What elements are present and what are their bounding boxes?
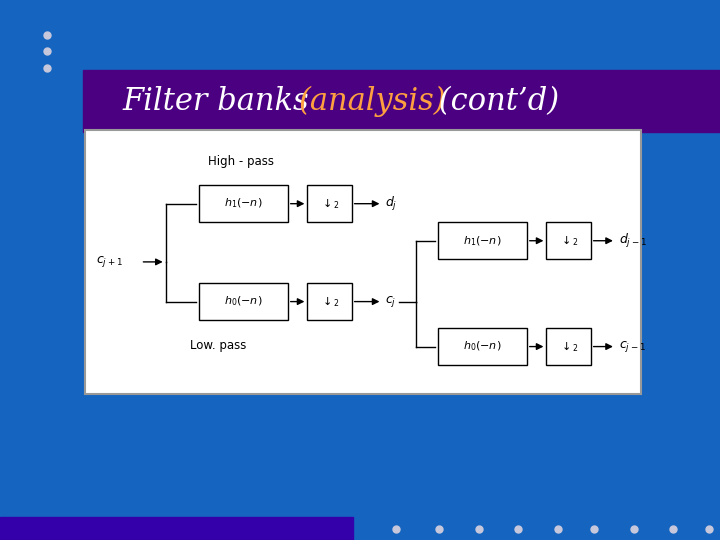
Text: $h_0(-n)$: $h_0(-n)$ [224, 295, 263, 308]
Text: High - pass: High - pass [207, 155, 274, 168]
Text: $c_{j+1}$: $c_{j+1}$ [96, 254, 123, 269]
Text: $d_j$: $d_j$ [385, 195, 397, 213]
Text: $\downarrow_2$: $\downarrow_2$ [320, 196, 340, 211]
Bar [199, 283, 288, 320]
Text: $\downarrow_2$: $\downarrow_2$ [559, 339, 578, 354]
Text: $h_0(-n)$: $h_0(-n)$ [463, 340, 502, 353]
Bar [83, 70, 720, 132]
Text: $d_{j-1}$: $d_{j-1}$ [618, 232, 647, 249]
Text: $\downarrow_2$: $\downarrow_2$ [559, 233, 578, 248]
Text: $\downarrow_2$: $\downarrow_2$ [320, 294, 340, 309]
Bar [546, 328, 591, 365]
Bar [438, 328, 527, 365]
Bar [438, 222, 527, 259]
Text: $h_1(-n)$: $h_1(-n)$ [463, 234, 502, 247]
Bar [0, 517, 353, 540]
Text: Filter banks: Filter banks [122, 86, 319, 117]
Text: $c_{j-1}$: $c_{j-1}$ [618, 339, 645, 354]
Text: (cont’d): (cont’d) [429, 86, 559, 117]
Bar [307, 283, 352, 320]
Text: Low. pass: Low. pass [190, 339, 246, 352]
Text: (analysis): (analysis) [299, 86, 446, 117]
Bar [85, 130, 641, 394]
Bar [307, 185, 352, 222]
Text: $h_1(-n)$: $h_1(-n)$ [224, 197, 263, 211]
Text: $c_j$: $c_j$ [385, 294, 397, 309]
Bar [199, 185, 288, 222]
Bar [546, 222, 591, 259]
